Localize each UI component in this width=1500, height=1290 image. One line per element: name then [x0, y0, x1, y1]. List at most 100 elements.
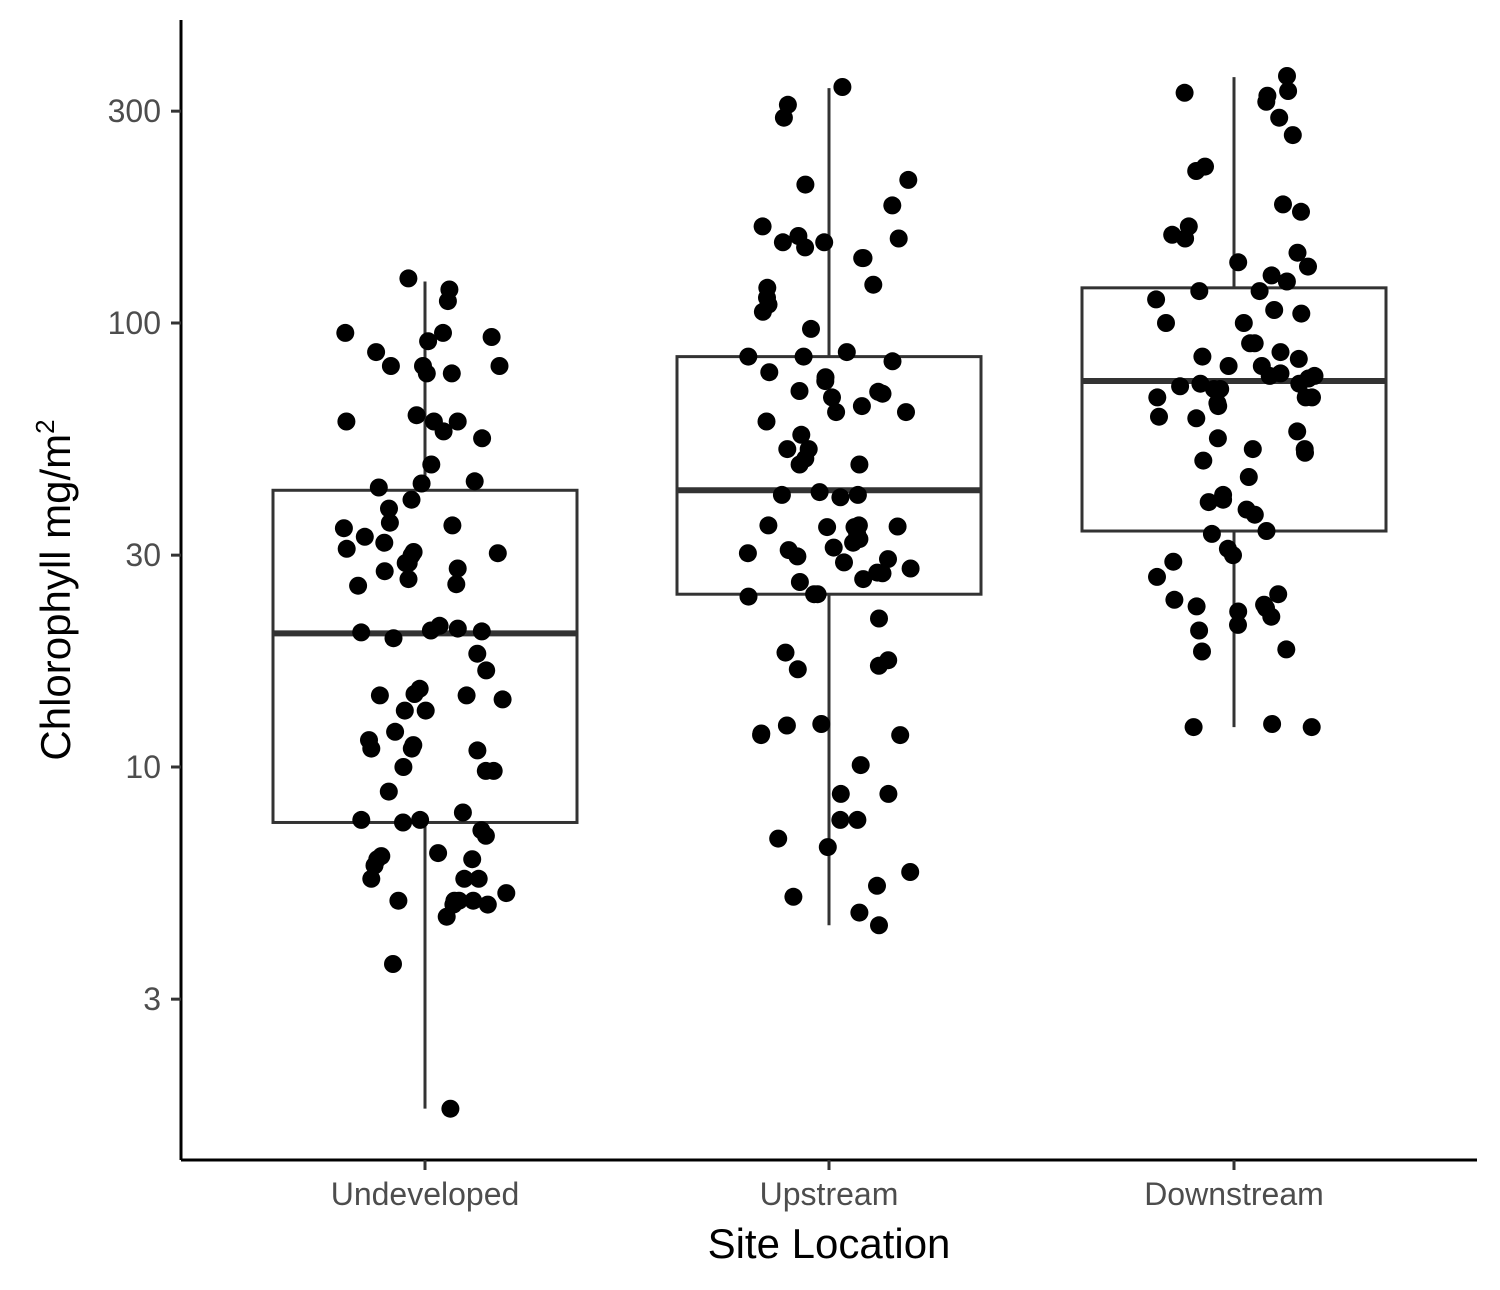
data-point	[463, 850, 482, 869]
data-point	[395, 701, 414, 720]
x-tick-label: Upstream	[760, 1176, 899, 1212]
data-point	[468, 644, 487, 663]
data-point	[434, 323, 452, 342]
data-point	[739, 347, 758, 366]
data-point	[1257, 522, 1276, 540]
data-point	[1277, 640, 1296, 659]
data-point	[368, 850, 387, 869]
data-point	[796, 175, 815, 194]
data-point	[422, 455, 441, 474]
data-point	[870, 916, 888, 935]
data-point	[367, 343, 386, 362]
box-upstream	[675, 88, 983, 926]
data-point	[336, 323, 355, 342]
data-point	[1171, 377, 1190, 396]
data-point	[824, 538, 843, 557]
data-point	[879, 784, 898, 803]
data-point	[869, 382, 888, 401]
data-point	[1292, 202, 1310, 221]
data-point	[419, 332, 438, 351]
data-point	[404, 543, 423, 561]
data-point	[1196, 157, 1214, 176]
data-point	[1193, 347, 1212, 366]
data-point	[389, 891, 408, 910]
data-point	[414, 357, 432, 375]
data-point	[440, 280, 459, 299]
data-point	[818, 838, 837, 857]
data-point	[453, 803, 472, 822]
data-point	[778, 95, 797, 114]
data-point	[812, 715, 831, 733]
data-point	[788, 660, 807, 679]
data-point	[835, 553, 853, 572]
data-point	[380, 513, 399, 532]
data-point	[369, 478, 388, 497]
data-point	[407, 406, 426, 425]
data-point	[1229, 253, 1248, 272]
data-point	[1190, 282, 1209, 301]
data-point	[1265, 301, 1284, 319]
data-point	[1190, 621, 1209, 640]
data-point	[1302, 718, 1321, 737]
data-point	[355, 527, 374, 546]
data-point	[1262, 266, 1281, 285]
data-point	[850, 903, 869, 922]
data-point	[752, 724, 771, 743]
data-point	[1214, 485, 1233, 504]
data-point	[1147, 290, 1166, 309]
data-point	[1193, 642, 1211, 661]
y-tick-label: 100	[108, 305, 161, 341]
data-point	[478, 895, 497, 914]
data-point	[412, 474, 431, 493]
data-point	[464, 891, 483, 910]
data-point	[1184, 718, 1203, 737]
data-point	[450, 891, 468, 910]
data-point	[1252, 357, 1271, 375]
data-point	[1187, 409, 1206, 428]
data-point	[758, 278, 777, 297]
data-point	[1205, 380, 1223, 398]
data-point	[349, 576, 368, 595]
data-point	[816, 368, 835, 387]
data-point	[1288, 243, 1307, 262]
data-point	[1199, 493, 1218, 512]
data-point	[1234, 314, 1253, 332]
data-point	[827, 403, 846, 422]
data-point	[1277, 272, 1296, 291]
data-point	[1157, 314, 1175, 332]
data-point	[1208, 394, 1227, 413]
data-point	[375, 533, 394, 552]
y-axis-title-text: Chlorophyll mg/m	[32, 434, 79, 761]
data-point	[394, 813, 412, 832]
y-axis-title-superscript: 2	[30, 419, 60, 433]
points-upstream	[738, 78, 920, 935]
data-point	[497, 884, 516, 903]
data-point	[1187, 597, 1206, 616]
data-point	[901, 559, 920, 578]
data-point	[457, 686, 476, 705]
data-point	[818, 518, 837, 537]
data-point	[853, 249, 872, 268]
data-point	[1250, 282, 1269, 301]
y-tick-label: 300	[108, 93, 161, 129]
data-point	[1258, 86, 1277, 105]
data-point	[1239, 468, 1258, 486]
data-point	[888, 517, 907, 536]
data-point	[739, 587, 758, 606]
y-tick-label: 30	[125, 537, 161, 573]
x-axis-ticks: Undeveloped Upstream Downstream	[331, 1160, 1324, 1212]
data-point	[831, 810, 850, 829]
data-point	[1148, 388, 1167, 407]
data-point	[1191, 374, 1210, 393]
data-point	[381, 357, 400, 375]
data-point	[1305, 366, 1324, 385]
y-tick-label: 10	[125, 749, 161, 785]
data-point	[455, 869, 474, 888]
data-point	[891, 726, 910, 745]
data-point	[380, 499, 398, 518]
data-point	[1218, 539, 1237, 558]
data-point	[757, 412, 776, 431]
data-point	[831, 784, 850, 803]
data-point	[879, 550, 897, 569]
